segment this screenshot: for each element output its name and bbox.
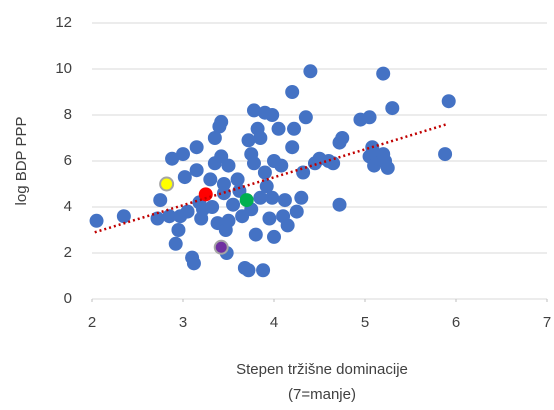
point	[162, 209, 177, 224]
x-tick-label: 3	[179, 314, 187, 331]
point	[205, 200, 220, 214]
point	[298, 110, 313, 125]
x-tick-label: 7	[543, 314, 551, 331]
point	[259, 179, 274, 194]
x-tick-label: 6	[452, 314, 460, 331]
point	[226, 197, 241, 212]
point	[214, 114, 229, 129]
point	[376, 66, 391, 81]
x-axis-title: Stepen tržišne dominacije	[236, 361, 408, 378]
point	[332, 197, 347, 212]
point	[335, 131, 350, 145]
point	[438, 147, 453, 162]
x-tick-label: 2	[88, 314, 96, 331]
point	[213, 239, 229, 255]
point	[246, 156, 261, 171]
y-tick-label: 2	[64, 244, 72, 261]
point	[265, 190, 280, 205]
point	[180, 204, 195, 219]
point	[296, 165, 311, 180]
point	[277, 193, 292, 208]
y-tick-label: 12	[55, 14, 72, 31]
point	[116, 209, 131, 224]
point	[239, 193, 254, 208]
point	[253, 131, 268, 145]
point	[176, 147, 190, 162]
point	[256, 263, 271, 278]
point	[189, 163, 204, 178]
y-tick-label: 4	[64, 198, 72, 215]
point	[168, 236, 183, 251]
point	[257, 165, 272, 180]
trendline	[94, 123, 448, 234]
point	[198, 187, 213, 202]
point	[177, 170, 192, 185]
point	[289, 204, 304, 219]
point	[265, 108, 280, 122]
point	[253, 190, 268, 205]
point	[230, 172, 245, 187]
point	[267, 229, 281, 244]
y-tick-label: 0	[64, 290, 72, 307]
point	[285, 85, 300, 99]
point	[385, 101, 400, 116]
y-tick-label: 8	[64, 106, 72, 123]
x-axis-subtitle: (7=manje)	[288, 386, 356, 403]
point	[274, 158, 289, 173]
point	[241, 263, 256, 278]
point	[294, 190, 309, 205]
y-tick-label: 10	[55, 60, 72, 77]
point	[221, 213, 236, 228]
x-tick-label: 5	[361, 314, 369, 331]
point	[380, 160, 395, 175]
point	[303, 64, 318, 79]
point	[241, 133, 256, 148]
point	[271, 121, 286, 136]
point	[441, 94, 456, 109]
point	[246, 103, 261, 118]
point	[186, 256, 201, 271]
point	[203, 172, 218, 187]
point	[280, 218, 295, 233]
point	[171, 223, 186, 237]
point	[326, 156, 341, 171]
point	[89, 213, 104, 228]
point	[189, 140, 204, 155]
y-axis-title: log BDP PPP	[13, 117, 30, 206]
y-tick-label: 6	[64, 152, 72, 169]
point	[207, 131, 222, 145]
point	[362, 110, 377, 125]
point	[285, 140, 300, 155]
point	[248, 227, 263, 242]
point	[159, 176, 175, 192]
point	[165, 151, 180, 166]
point	[221, 158, 236, 173]
x-tick-label: 4	[270, 314, 278, 331]
point	[262, 211, 277, 226]
point	[153, 193, 168, 208]
point	[287, 121, 302, 136]
